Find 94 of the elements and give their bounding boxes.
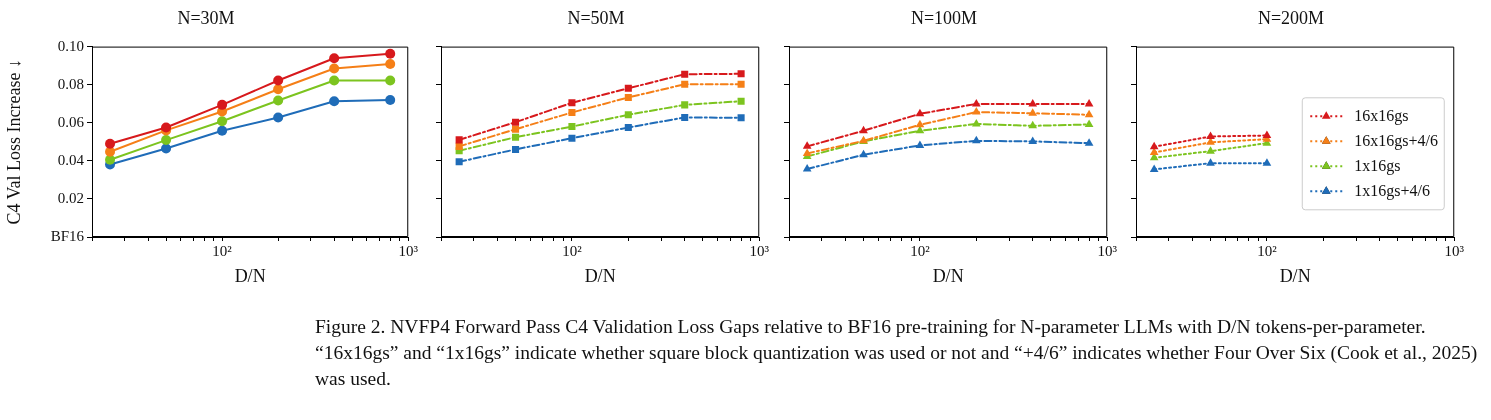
point: [1206, 146, 1215, 154]
x-tick-label: 10²: [212, 242, 233, 259]
point: [624, 93, 632, 101]
point: [512, 145, 520, 153]
point: [1084, 119, 1094, 127]
point: [512, 118, 520, 126]
x-tick-label: 10²: [910, 242, 931, 259]
point: [1028, 98, 1038, 107]
point: [329, 96, 340, 107]
point: [512, 133, 520, 141]
point: [737, 70, 745, 78]
x-tick-label: 10²: [1257, 242, 1278, 259]
point: [217, 116, 228, 127]
point: [624, 111, 632, 119]
point: [568, 123, 576, 131]
legend-label: 1x16gs: [1354, 156, 1401, 175]
point: [681, 113, 689, 121]
point: [455, 142, 463, 150]
point: [273, 75, 284, 86]
point: [802, 164, 812, 172]
point: [915, 108, 925, 117]
point: [1084, 98, 1094, 107]
point: [1262, 158, 1272, 166]
point: [915, 119, 925, 128]
point: [329, 75, 340, 86]
point: [1084, 109, 1094, 118]
y-tick-label: 0.06: [57, 113, 85, 130]
chart-title: N=100M: [910, 7, 978, 28]
point: [737, 114, 745, 122]
y-tick-label: BF16: [50, 227, 85, 244]
point: [859, 149, 868, 158]
chart-title: N=50M: [567, 7, 625, 28]
point: [802, 141, 812, 149]
point: [971, 118, 981, 127]
x-tick-label: 10³: [1097, 242, 1118, 259]
point: [737, 80, 745, 88]
y-tick-label: 0.10: [57, 37, 84, 54]
point: [273, 95, 284, 106]
point: [681, 101, 689, 109]
point: [161, 135, 172, 146]
point: [971, 98, 981, 107]
y-tick-label: 0.08: [57, 75, 84, 92]
point: [1262, 130, 1272, 139]
point: [1206, 131, 1215, 139]
point: [273, 84, 284, 95]
y-tick-label: 0.02: [57, 189, 84, 206]
point: [915, 140, 925, 148]
point: [1028, 136, 1038, 144]
chart-title: N=200M: [1257, 7, 1325, 28]
point: [217, 99, 228, 110]
point: [1149, 141, 1159, 150]
point: [568, 99, 576, 107]
x-tick-label: 10³: [398, 242, 419, 259]
point: [1028, 108, 1038, 116]
point: [217, 125, 228, 136]
point: [105, 138, 116, 149]
point: [737, 97, 745, 105]
point: [273, 112, 284, 123]
point: [971, 107, 981, 115]
x-tick-label: 10³: [1444, 242, 1465, 259]
point: [681, 70, 689, 78]
point: [385, 48, 396, 59]
point: [455, 158, 463, 166]
point: [568, 134, 576, 142]
legend-label: 1x16gs+4/6: [1354, 181, 1430, 200]
point: [1149, 164, 1159, 172]
point: [624, 123, 632, 132]
x-axis-title: D/N: [1279, 265, 1311, 286]
point: [385, 58, 396, 69]
x-axis-title: D/N: [234, 265, 266, 286]
x-tick-label: 10³: [749, 242, 770, 259]
legend-label: 16x16gs+4/6: [1354, 131, 1438, 150]
point: [385, 94, 396, 105]
point: [329, 53, 340, 64]
point: [971, 135, 981, 144]
x-axis-title: D/N: [584, 265, 616, 286]
point: [1028, 120, 1038, 129]
x-tick-label: 10²: [562, 242, 583, 259]
y-tick-label: 0.04: [57, 151, 85, 168]
point: [859, 125, 868, 134]
point: [681, 80, 689, 88]
point: [1084, 138, 1094, 146]
x-axis-title: D/N: [932, 265, 964, 286]
point: [1206, 158, 1215, 166]
legend-label: 16x16gs: [1354, 106, 1409, 125]
y-axis-title: C4 Val Loss Increase ↓: [3, 58, 24, 225]
chart-title: N=30M: [177, 7, 235, 28]
point: [455, 136, 463, 144]
point: [385, 75, 396, 86]
caption: Figure 2. NVFP4 Forward Pass C4 Validation Loss Gaps relative to BF16 pre-training for N-parameter LLMs with D/N tokens-per-parameter. “16x16gs” and “1x16gs” indicate whether square block quantization was used or not and “+4/6” indicates whether Four Over Six (Cook et al., 2025) was used.: [315, 315, 1479, 391]
point: [512, 125, 520, 133]
point: [568, 108, 576, 117]
point: [329, 63, 340, 74]
point: [624, 84, 632, 92]
